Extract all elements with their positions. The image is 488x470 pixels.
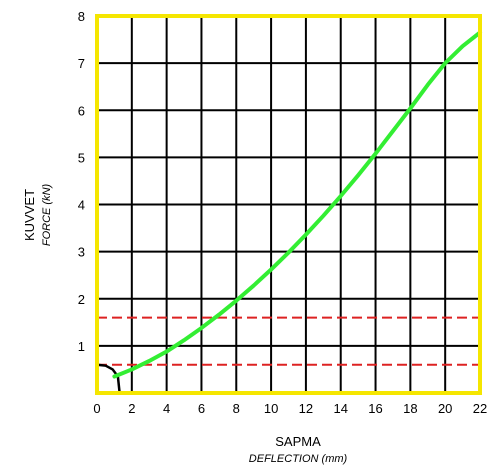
x-tick-label: 4 (163, 401, 170, 416)
force-deflection-series-line (112, 30, 482, 379)
y-tick-label: 1 (78, 339, 85, 354)
plot-frame (95, 14, 482, 395)
x-tick-labels: 0 2 4 6 8 10 12 14 16 18 20 22 (93, 401, 487, 416)
series-layer (96, 30, 482, 394)
x-tick-label: 18 (403, 401, 417, 416)
x-tick-label: 22 (473, 401, 487, 416)
x-tick-label: 12 (299, 401, 313, 416)
y-tick-label: 2 (78, 292, 85, 307)
y-tick-label: 4 (78, 198, 85, 213)
y-tick-label: 5 (78, 150, 85, 165)
initial-curve (96, 363, 121, 394)
y-tick-label: 8 (78, 9, 85, 24)
y-tick-label: 7 (78, 56, 85, 71)
x-tick-label: 6 (198, 401, 205, 416)
reference-lines-layer (97, 316, 480, 366)
y-tick-labels: 1 2 3 4 5 6 7 8 (78, 9, 85, 354)
y-tick-label: 3 (78, 245, 85, 260)
y-axis-subtitle: FORCE (kN) (41, 184, 53, 247)
x-tick-label: 8 (233, 401, 240, 416)
x-tick-label: 20 (438, 401, 452, 416)
plot-frame-layer (95, 14, 482, 395)
x-tick-label: 16 (368, 401, 382, 416)
grid-layer (97, 16, 480, 393)
x-axis-subtitle: DEFLECTION (mm) (249, 453, 348, 465)
x-tick-label: 10 (264, 401, 278, 416)
x-tick-label: 0 (93, 401, 100, 416)
x-tick-label: 2 (128, 401, 135, 416)
y-tick-label: 6 (78, 103, 85, 118)
x-axis-title: SAPMA (275, 434, 321, 449)
x-tick-label: 14 (333, 401, 347, 416)
y-axis-title: KUVVET (22, 189, 37, 241)
